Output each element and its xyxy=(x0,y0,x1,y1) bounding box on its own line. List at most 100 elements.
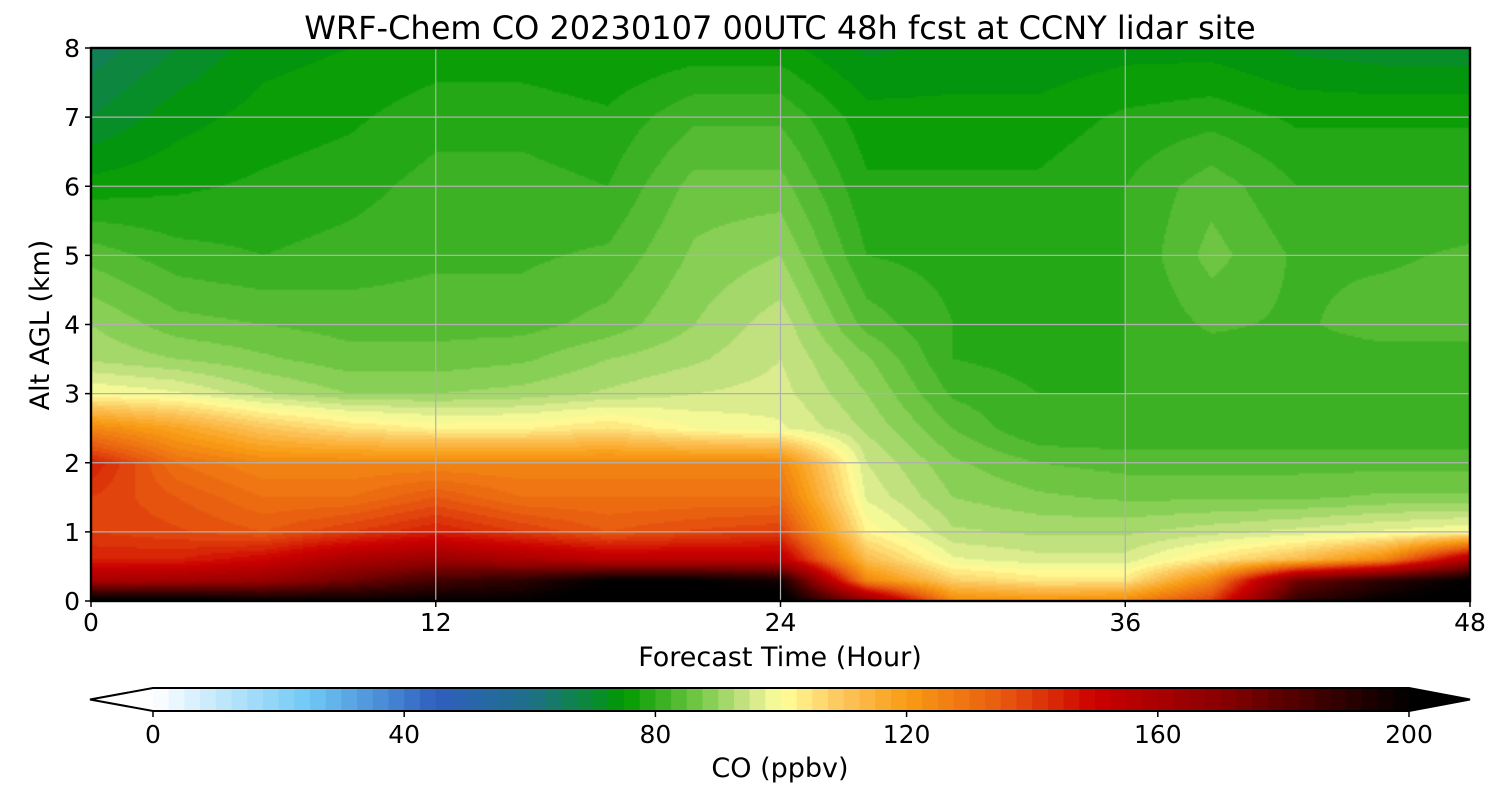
colorbar-segment xyxy=(781,688,798,711)
colorbar-segment xyxy=(247,688,264,711)
colorbar-segment xyxy=(875,688,892,711)
colorbar-tick-label: 200 xyxy=(1385,720,1433,749)
x-tick-label: 48 xyxy=(1454,608,1486,637)
colorbar: 0 40 80 120 160 200 CO (ppbv) xyxy=(89,687,1471,784)
colorbar-segment xyxy=(341,688,358,711)
colorbar-segment xyxy=(1032,688,1049,711)
colorbar-segment xyxy=(702,688,719,711)
colorbar-segment xyxy=(1189,688,1206,711)
colorbar-segment xyxy=(1110,688,1127,711)
colorbar-segment xyxy=(310,688,327,711)
colorbar-segment xyxy=(153,688,170,711)
colorbar-tick-label: 40 xyxy=(388,720,420,749)
colorbar-segment xyxy=(796,688,813,711)
colorbar-segment xyxy=(953,688,970,711)
colorbar-segment xyxy=(1095,688,1112,711)
colorbar-segment xyxy=(969,688,986,711)
colorbar-tick-label: 0 xyxy=(145,720,161,749)
colorbar-segment xyxy=(498,688,515,711)
colorbar-label: CO (ppbv) xyxy=(711,753,848,784)
colorbar-segment xyxy=(262,688,280,711)
colorbar-segment xyxy=(435,688,452,711)
colorbar-segment xyxy=(686,688,704,711)
colorbar-segment xyxy=(1157,688,1175,711)
colorbar-segment xyxy=(1126,688,1143,711)
x-tick-label: 0 xyxy=(83,608,99,637)
colorbar-segment xyxy=(184,688,201,711)
colorbar-segment xyxy=(372,688,390,711)
colorbar-segment xyxy=(749,688,766,711)
colorbar-segment xyxy=(1393,688,1410,711)
plot-area xyxy=(89,46,1472,603)
y-tick-label: 2 xyxy=(64,449,80,478)
colorbar-segment xyxy=(608,688,625,711)
colorbar-segment xyxy=(828,688,845,711)
colorbar-segment xyxy=(922,688,939,711)
colorbar-segment xyxy=(467,688,484,711)
colorbar-segment xyxy=(1220,688,1237,711)
colorbar-outline xyxy=(89,687,1471,712)
colorbar-segment xyxy=(1267,688,1284,711)
colorbar-segment xyxy=(1079,688,1096,711)
colorbar-segment xyxy=(639,688,656,711)
colorbar-segment xyxy=(1236,688,1253,711)
colorbar-segment xyxy=(168,688,185,711)
colorbar-segment xyxy=(1016,688,1033,711)
colorbar-segment xyxy=(655,688,672,711)
x-axis-label: Forecast Time (Hour) xyxy=(638,642,922,673)
y-tick-label: 0 xyxy=(64,587,80,616)
colorbar-segment xyxy=(906,688,923,711)
colorbar-segment xyxy=(357,688,374,711)
colorbar-segment xyxy=(404,688,421,711)
colorbar-segment xyxy=(1330,688,1347,711)
colorbar-segment xyxy=(529,688,547,711)
colorbar-segment xyxy=(1283,688,1300,711)
colorbar-segment xyxy=(1377,688,1394,711)
y-tick-label: 4 xyxy=(64,311,80,340)
colorbar-segment xyxy=(231,688,248,711)
colorbar-ticks: 0 40 80 120 160 200 xyxy=(145,711,1433,749)
colorbar-segment xyxy=(1063,688,1080,711)
colorbar-segment xyxy=(1204,688,1222,711)
colorbar-segment xyxy=(1000,688,1018,711)
y-tick-label: 1 xyxy=(64,518,80,547)
x-tick-label: 24 xyxy=(765,608,797,637)
colorbar-segment xyxy=(938,688,955,711)
colorbar-tick-label: 120 xyxy=(883,720,931,749)
x-axis: 0 12 24 36 48 xyxy=(83,601,1486,637)
colorbar-segment xyxy=(671,688,688,711)
y-tick-label: 6 xyxy=(64,172,80,201)
colorbar-segment xyxy=(1361,688,1379,711)
y-axis: 0 1 2 3 4 5 6 7 8 xyxy=(64,34,91,616)
colorbar-high-extension xyxy=(1409,688,1470,711)
y-tick-label: 3 xyxy=(64,380,80,409)
colorbar-segment xyxy=(733,688,751,711)
x-tick-label: 36 xyxy=(1109,608,1141,637)
colorbar-segment xyxy=(765,688,782,711)
colorbar-low-extension xyxy=(90,688,153,711)
chart-title: WRF-Chem CO 20230107 00UTC 48h fcst at C… xyxy=(304,9,1255,47)
y-tick-label: 5 xyxy=(64,241,80,270)
colorbar-segment xyxy=(576,688,594,711)
colorbar-segment xyxy=(1047,688,1065,711)
colorbar-segment xyxy=(1252,688,1269,711)
colorbar-tick-label: 160 xyxy=(1134,720,1182,749)
colorbar-segment xyxy=(1346,688,1363,711)
colorbar-segment xyxy=(482,688,499,711)
colorbar-segment xyxy=(545,688,562,711)
colorbar-segment xyxy=(278,688,295,711)
colorbar-tick-label: 80 xyxy=(639,720,671,749)
colorbar-segments xyxy=(90,688,1470,711)
colorbar-segment xyxy=(1142,688,1159,711)
colorbar-segment xyxy=(1314,688,1332,711)
colorbar-segment xyxy=(294,688,311,711)
colorbar-segment xyxy=(592,688,609,711)
colorbar-segment xyxy=(215,688,233,711)
colorbar-segment xyxy=(325,688,342,711)
colorbar-segment xyxy=(624,688,641,711)
colorbar-segment xyxy=(718,688,735,711)
colorbar-segment xyxy=(985,688,1002,711)
colorbar-segment xyxy=(419,688,437,711)
y-axis-label: Alt AGL (km) xyxy=(25,240,56,411)
